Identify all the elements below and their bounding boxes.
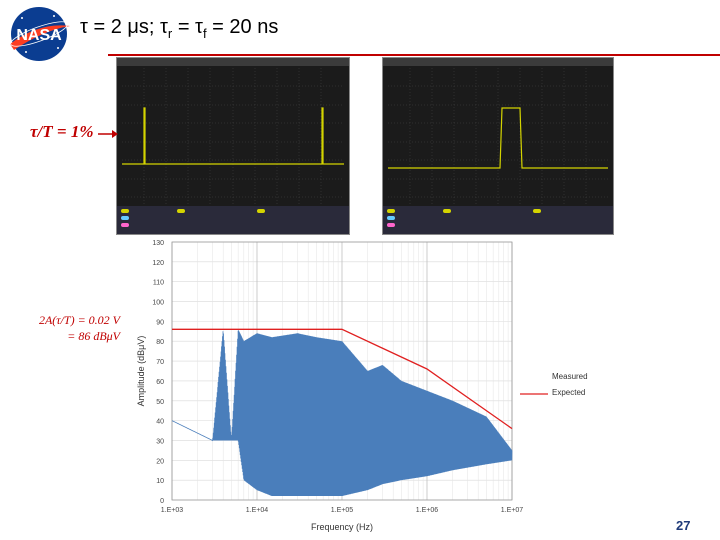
series-expected-line	[172, 328, 513, 430]
title-sub-r: r	[167, 26, 173, 41]
oscilloscope-capture-1	[116, 57, 350, 235]
amplitude-line-2: = 86 dBμV	[67, 329, 120, 343]
amplitude-line-1: 2A(τ/T) = 0.02 V	[38, 313, 120, 327]
y-tick-label: 120	[152, 260, 164, 267]
title-sub-f: f	[202, 26, 207, 41]
scope-toolbar	[383, 58, 613, 66]
y-tick-label: 10	[156, 478, 164, 485]
slide-title: τ = 2 μs; τr = τf = 20 ns	[80, 16, 278, 41]
series-measured-line	[171, 330, 513, 497]
x-tick-label: 1.E+05	[331, 507, 353, 514]
legend-measured: Measured	[552, 372, 588, 381]
title-mid: = τ	[172, 16, 203, 38]
page-number: 27	[676, 518, 691, 533]
legend-expected-swatch	[520, 393, 548, 395]
spectrum-chart: 0 10 20 30 40 50 60 70 80 90 100 110 120 130 1.E+03 1.E…	[136, 240, 523, 532]
x-tick-label: 1.E+03	[161, 507, 183, 514]
y-axis-label: Amplitude (dBμV)	[136, 336, 146, 407]
y-tick-label: 30	[156, 438, 164, 445]
y-tick-label: 110	[153, 280, 164, 287]
scope-measurement-panel	[383, 206, 613, 234]
x-tick-label: 1.E+06	[416, 507, 438, 514]
y-tick-label: 60	[156, 379, 164, 386]
y-tick-label: 90	[156, 319, 164, 326]
y-tick-label: 40	[156, 419, 164, 426]
title-divider	[108, 54, 720, 56]
scope-measurement-panel	[117, 206, 349, 234]
nasa-logo: NASA	[10, 7, 70, 61]
x-tick-label: 1.E+04	[246, 507, 268, 514]
duty-cycle-label: τ/T = 1%	[30, 122, 94, 141]
y-tick-label: 100	[152, 300, 164, 307]
x-tick-label: 1.E+07	[501, 507, 523, 514]
title-tail: = 20 ns	[206, 16, 279, 38]
amplitude-annotation: 2A(τ/T) = 0.02 V = 86 dBμV	[14, 312, 120, 344]
y-tick-label: 130	[152, 240, 164, 247]
y-tick-label: 70	[156, 359, 164, 366]
legend-expected: Expected	[552, 388, 586, 397]
y-tick-label: 50	[156, 399, 164, 406]
scope-screen	[122, 68, 344, 216]
title-main: τ = 2 μs; τ	[80, 16, 168, 38]
scope-trace-2	[388, 107, 608, 169]
scope-trace-1	[122, 107, 344, 165]
plot-area	[171, 241, 513, 501]
scope-screen	[388, 68, 608, 216]
y-tick-label: 80	[156, 339, 164, 346]
arrow-right-icon	[98, 130, 118, 138]
y-tick-label: 20	[156, 458, 164, 465]
logo-text: NASA	[16, 27, 62, 44]
y-tick-label: 0	[160, 498, 164, 505]
oscilloscope-capture-2	[382, 57, 614, 235]
scope-toolbar	[117, 58, 349, 66]
x-axis-label: Frequency (Hz)	[311, 522, 373, 532]
